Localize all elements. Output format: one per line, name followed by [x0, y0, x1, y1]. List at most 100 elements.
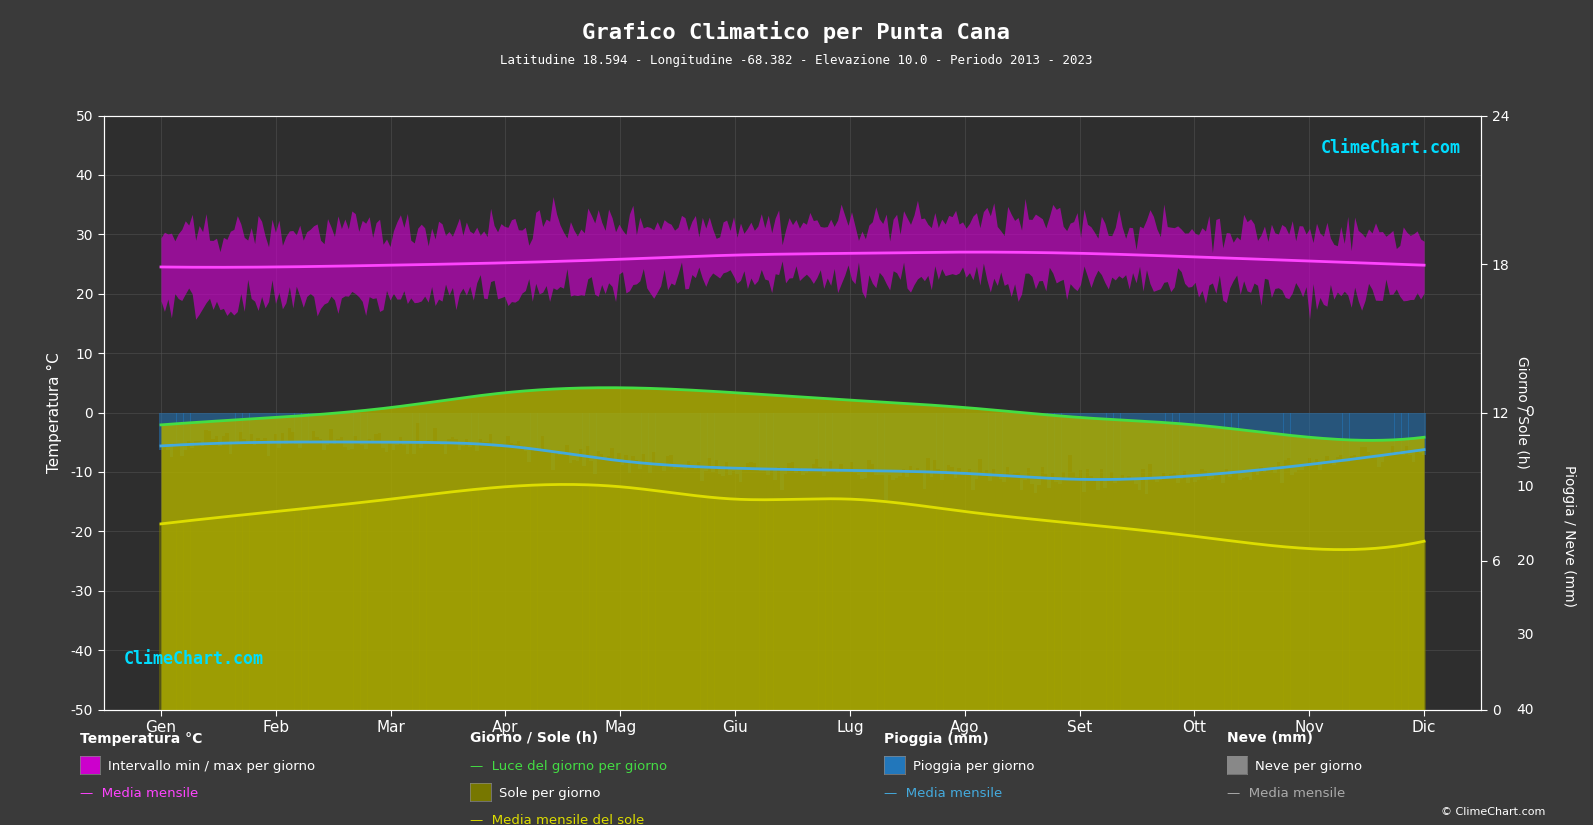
Bar: [1102, 412, 1107, 488]
Bar: [819, 412, 822, 467]
Bar: [943, 509, 946, 710]
Bar: [675, 412, 680, 468]
Bar: [804, 412, 808, 474]
Bar: [342, 504, 347, 710]
Bar: [169, 412, 174, 456]
Bar: [1346, 412, 1349, 462]
Bar: [787, 499, 790, 710]
Bar: [666, 412, 669, 456]
Bar: [1405, 544, 1408, 710]
Bar: [298, 412, 301, 447]
Bar: [1235, 412, 1238, 470]
Bar: [1419, 542, 1423, 710]
Bar: [1388, 547, 1391, 710]
Bar: [663, 412, 666, 470]
Bar: [198, 412, 201, 441]
Bar: [444, 412, 448, 454]
Text: Pioggia / Neve (mm): Pioggia / Neve (mm): [1563, 465, 1575, 607]
Bar: [1214, 539, 1217, 710]
Bar: [492, 412, 495, 447]
Text: ClimeChart.com: ClimeChart.com: [1321, 139, 1461, 158]
Bar: [1231, 412, 1235, 471]
Bar: [1013, 517, 1016, 710]
Bar: [752, 500, 757, 710]
Bar: [357, 412, 360, 440]
Bar: [1093, 526, 1096, 710]
Bar: [645, 412, 648, 465]
Bar: [1110, 412, 1114, 472]
Bar: [992, 515, 996, 710]
Bar: [954, 511, 957, 710]
Bar: [672, 412, 677, 469]
Bar: [207, 518, 212, 710]
Bar: [1114, 412, 1117, 483]
Bar: [409, 412, 413, 442]
Bar: [534, 412, 537, 451]
Bar: [795, 499, 798, 710]
Bar: [1252, 544, 1255, 710]
Bar: [613, 412, 618, 460]
Bar: [1308, 549, 1311, 710]
Bar: [757, 412, 760, 469]
Bar: [1086, 525, 1090, 710]
Bar: [336, 505, 339, 710]
Bar: [984, 412, 989, 469]
Bar: [961, 512, 964, 710]
Bar: [1220, 540, 1225, 710]
Bar: [1284, 547, 1287, 710]
Bar: [183, 521, 186, 710]
Bar: [218, 517, 221, 710]
Bar: [406, 497, 409, 710]
Bar: [1290, 548, 1294, 710]
Bar: [1394, 546, 1399, 710]
Bar: [413, 497, 416, 710]
Bar: [714, 497, 718, 710]
Bar: [280, 412, 284, 433]
Bar: [465, 412, 468, 440]
Bar: [524, 412, 527, 451]
Bar: [204, 519, 209, 710]
Bar: [486, 412, 489, 441]
Bar: [916, 505, 919, 710]
Bar: [937, 412, 940, 469]
Bar: [957, 412, 961, 468]
Bar: [1340, 549, 1343, 710]
Bar: [218, 412, 221, 446]
Bar: [1120, 412, 1125, 474]
Bar: [586, 485, 589, 710]
Bar: [1270, 545, 1273, 710]
Bar: [1402, 412, 1405, 455]
Bar: [1270, 412, 1273, 469]
Bar: [1158, 412, 1163, 480]
Bar: [836, 412, 840, 473]
Bar: [1176, 535, 1179, 710]
Bar: [401, 412, 406, 445]
Bar: [177, 412, 180, 443]
Bar: [1419, 412, 1423, 453]
Bar: [330, 412, 333, 429]
Bar: [660, 412, 663, 466]
Y-axis label: Giorno / Sole (h): Giorno / Sole (h): [1515, 356, 1529, 469]
Bar: [384, 412, 389, 452]
Bar: [832, 499, 836, 710]
Bar: [972, 412, 975, 490]
Bar: [680, 494, 683, 710]
Bar: [867, 500, 871, 710]
Bar: [725, 498, 728, 710]
Bar: [374, 501, 378, 710]
Bar: [422, 412, 427, 443]
Bar: [832, 412, 836, 471]
Bar: [898, 503, 902, 710]
Bar: [1376, 548, 1381, 710]
Bar: [465, 490, 468, 710]
Bar: [1238, 412, 1243, 480]
Bar: [1381, 412, 1384, 462]
Bar: [760, 500, 763, 710]
Bar: [545, 412, 548, 450]
Bar: [1356, 549, 1360, 710]
Bar: [1031, 519, 1034, 710]
Bar: [253, 514, 256, 710]
Bar: [1193, 536, 1196, 710]
Bar: [898, 412, 902, 476]
Bar: [808, 499, 812, 710]
